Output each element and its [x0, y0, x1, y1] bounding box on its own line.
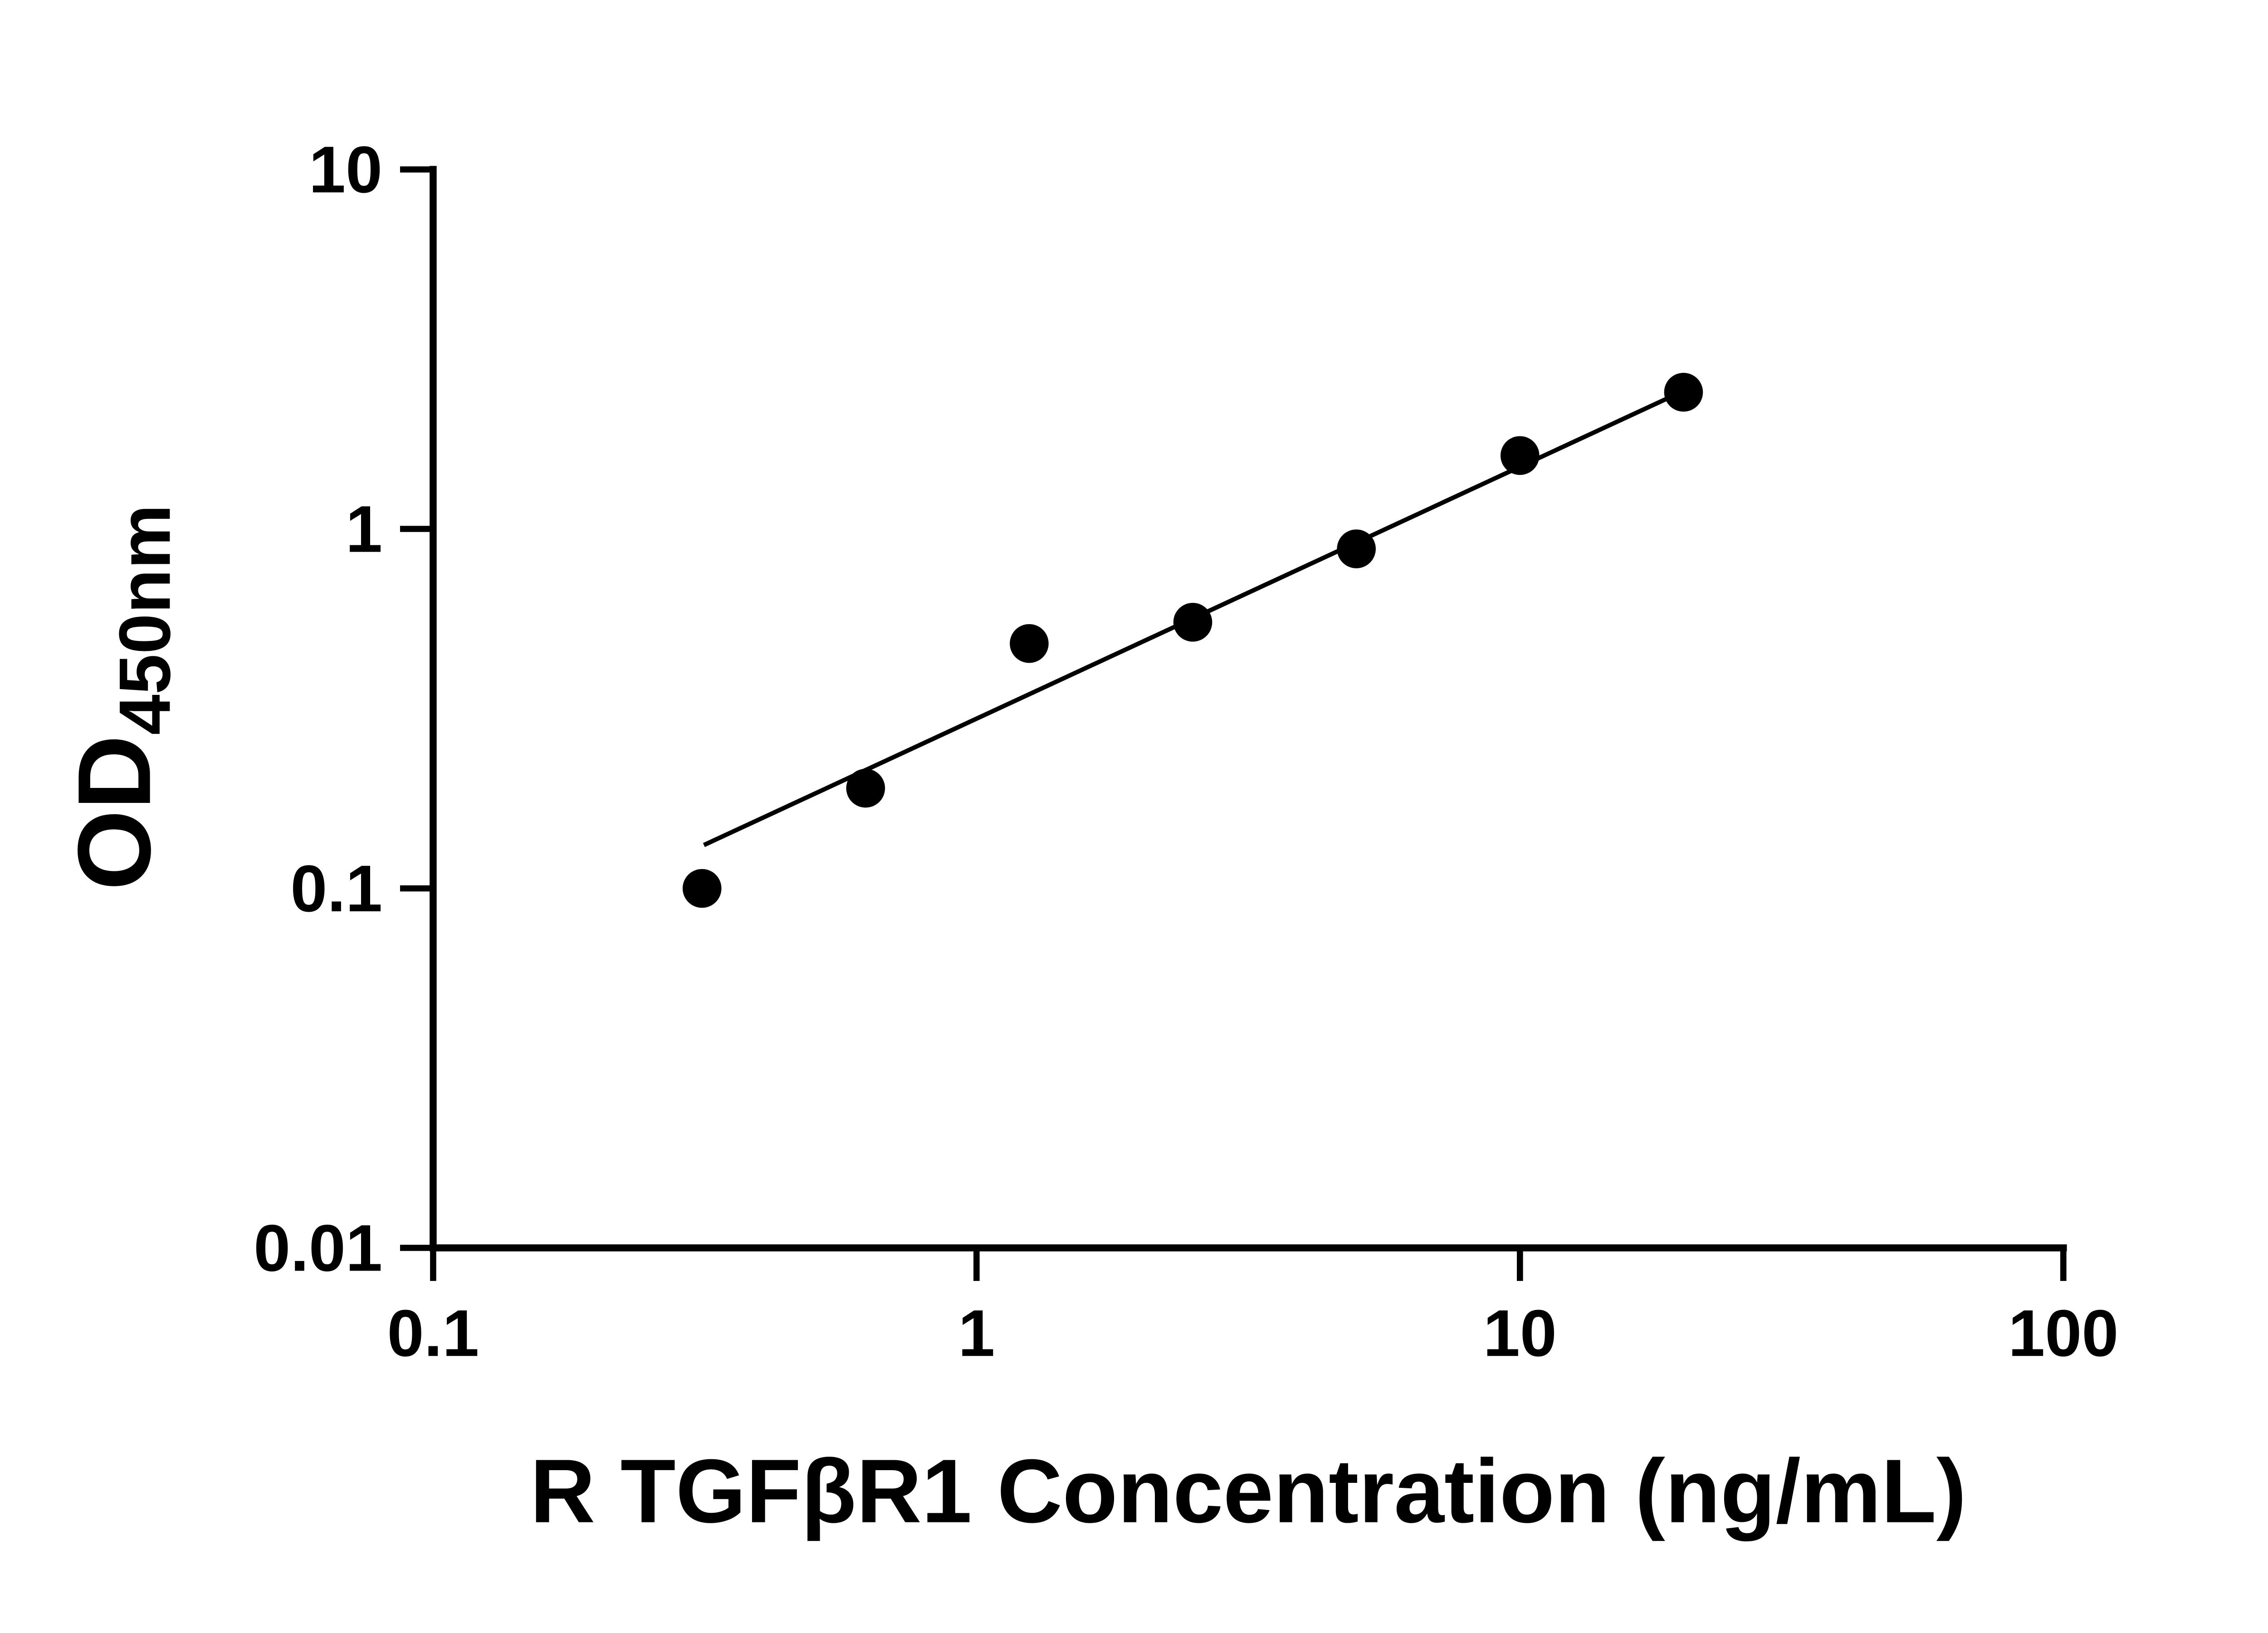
y-axis-title-subscript: 450nm [104, 504, 185, 735]
x-tick-label: 10 [1483, 1296, 1557, 1370]
x-tick-label: 100 [2008, 1296, 2118, 1370]
data-point [1664, 372, 1703, 412]
data-point [682, 869, 722, 908]
x-tick-label: 0.1 [387, 1296, 479, 1370]
x-axis-title: R TGFβR1 Concentration (ng/mL) [530, 1441, 1966, 1542]
y-tick-label: 0.1 [290, 851, 382, 925]
x-tick-label: 1 [958, 1296, 995, 1370]
data-point [1501, 436, 1540, 475]
data-point [846, 768, 885, 808]
y-tick-label: 0.01 [254, 1211, 382, 1285]
y-axis-title-main: OD [57, 735, 172, 890]
y-tick-label: 10 [309, 132, 382, 206]
y-axis-title: OD450nm [57, 504, 186, 890]
data-point [1173, 602, 1212, 642]
data-point [1010, 624, 1049, 663]
data-point [1337, 529, 1376, 568]
y-tick-label: 1 [346, 492, 382, 566]
